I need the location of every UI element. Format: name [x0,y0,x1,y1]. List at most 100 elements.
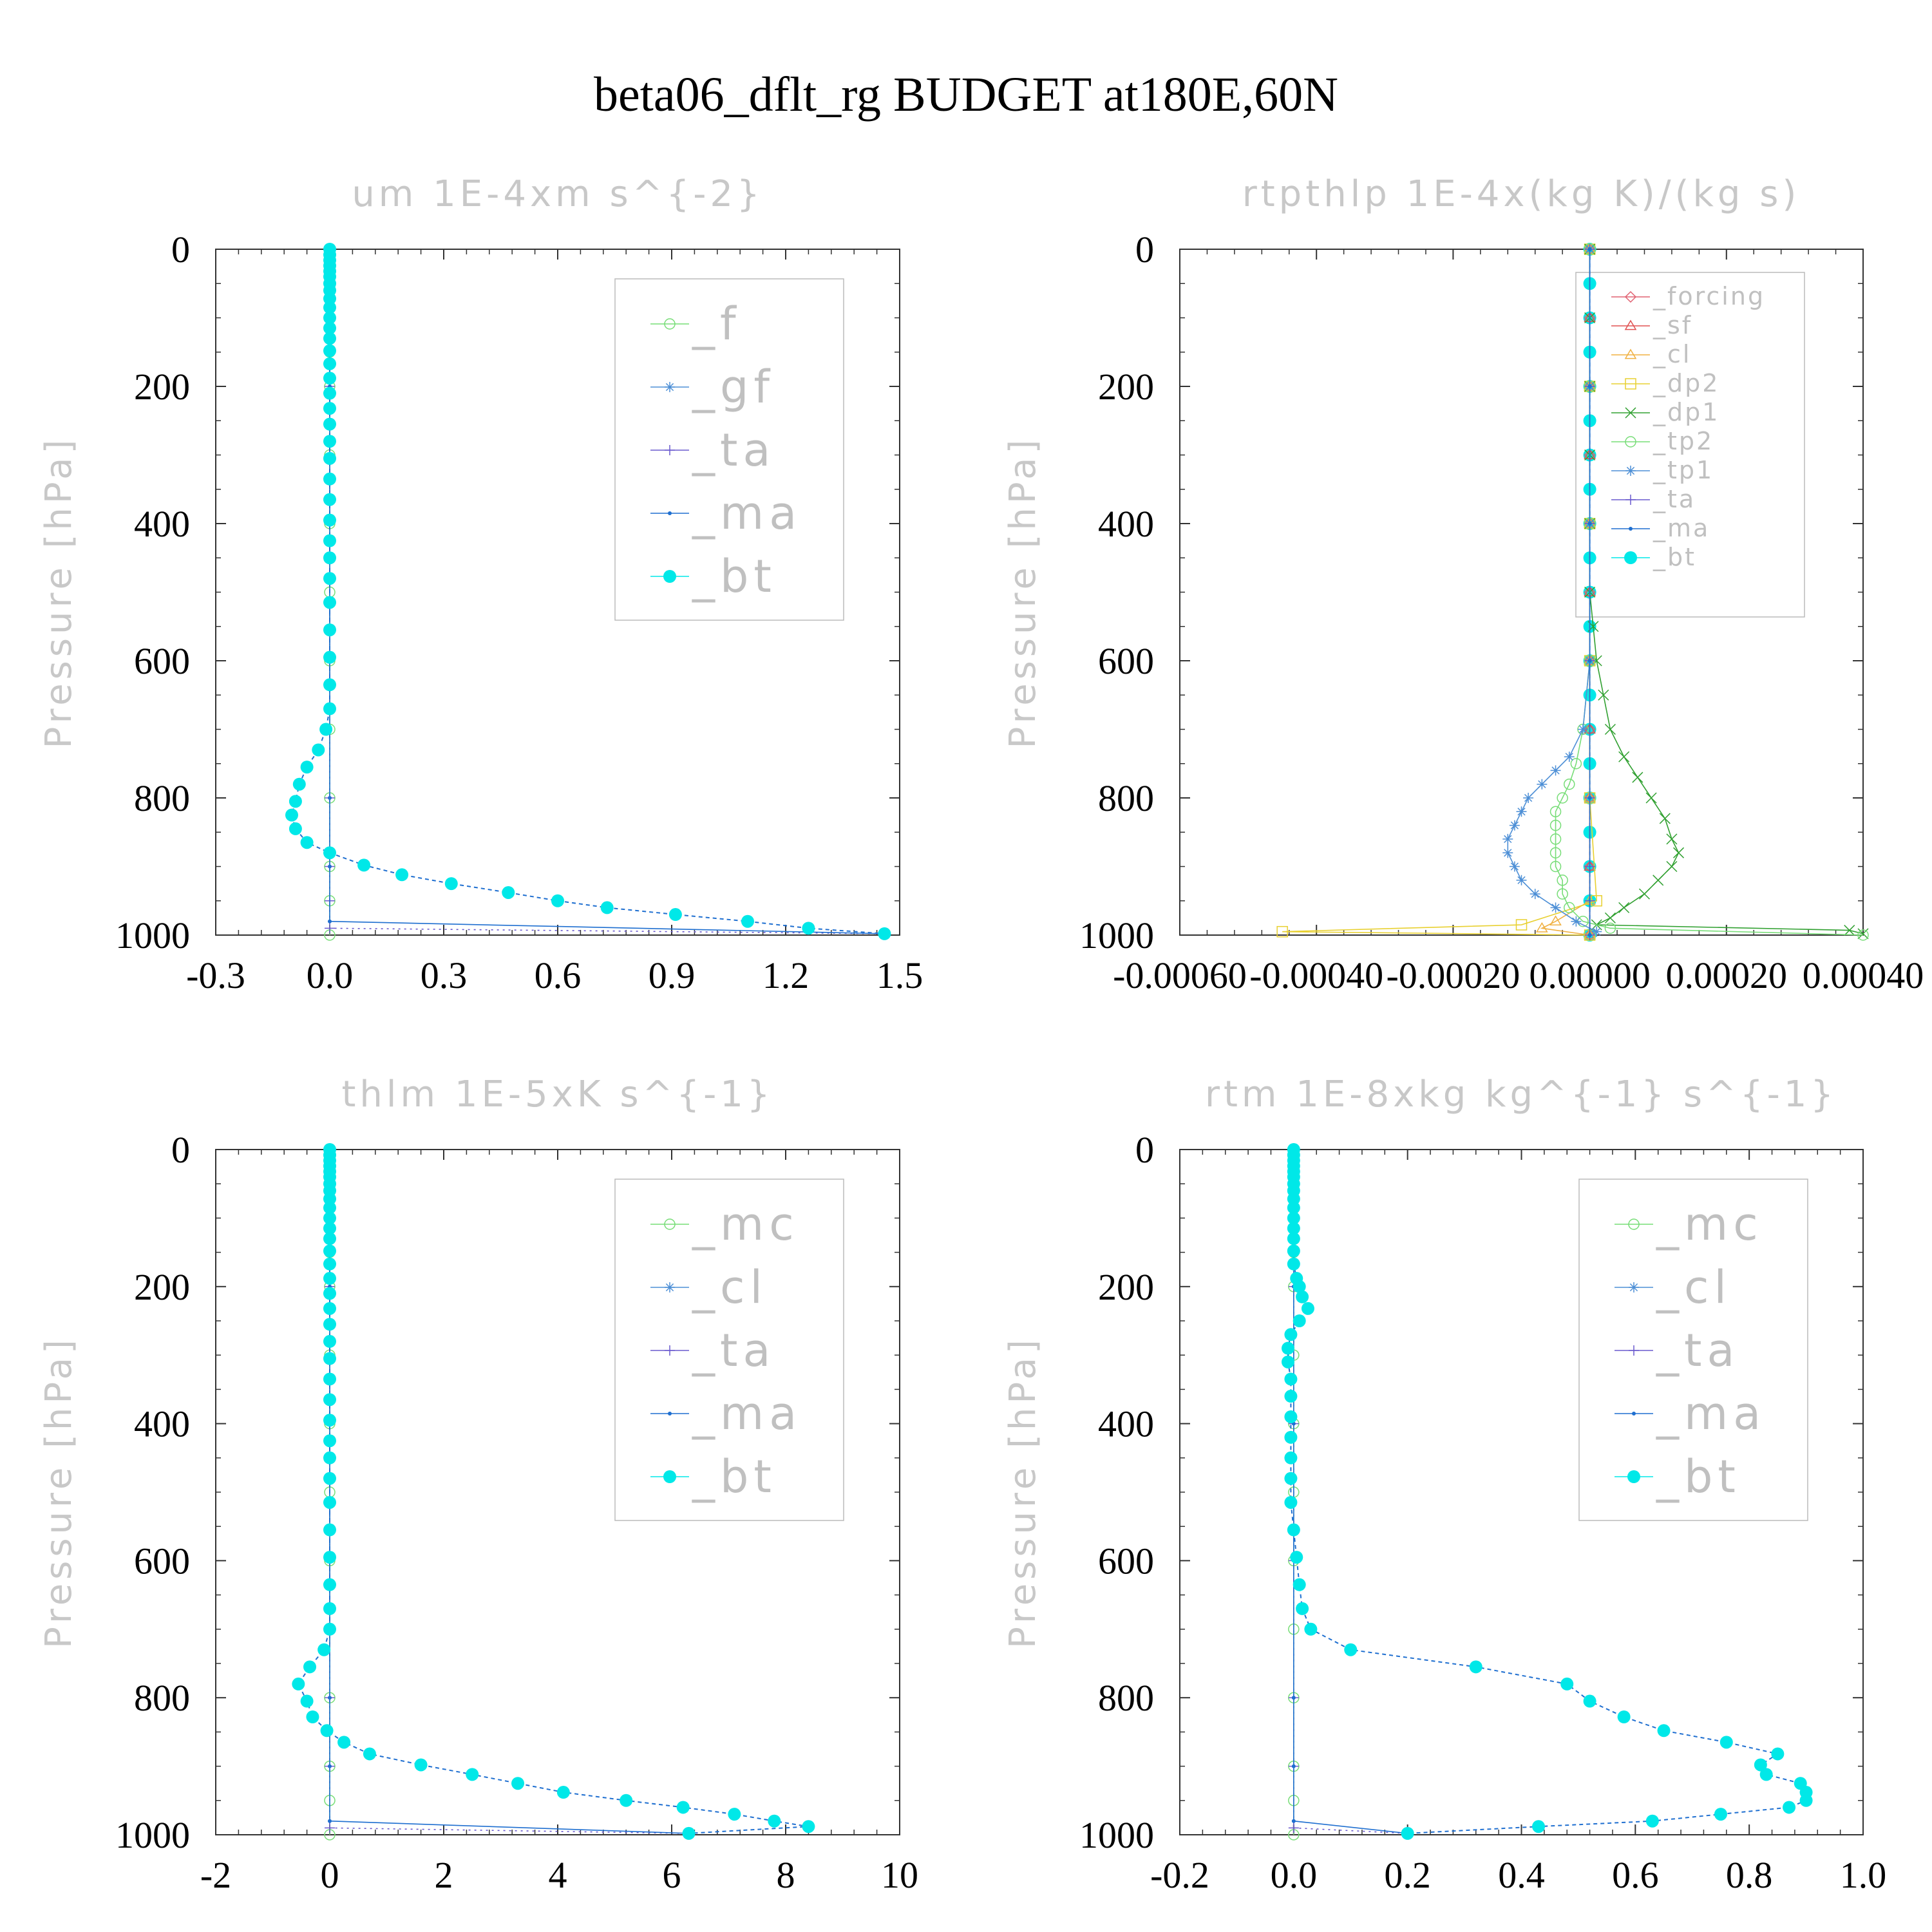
legend-entry_ma: _ma [1615,1387,1761,1440]
data-point_tp2 [1549,847,1562,858]
y-tick-label: 400 [1098,1403,1154,1445]
data-point_bt [1719,1736,1733,1749]
data-point_bt [323,292,336,305]
data-point_bt [1287,1257,1300,1271]
data-point_ma [1587,659,1592,663]
data-point_bt [502,886,515,899]
data-point_bt [1560,1677,1574,1690]
panel-title: rtpthlp 1E-4x(kg K)/(kg s) [1242,173,1801,215]
legend-marker_dp2 [1625,378,1636,390]
data-point_bt [292,1677,305,1690]
series-line_ma [329,1150,689,1834]
x-tick-label: 0.9 [649,954,696,996]
data-point_tp1 [1530,889,1540,900]
panel-3: thlm 1E-5xK s^{-1} Pressure [hPa] -2 0 2 4 6 8 1… [38,1074,918,1896]
y-tick-label: 0 [171,229,190,270]
data-point_bt [556,1786,570,1799]
y-axis-label: Pressure [hPa] [1002,436,1044,749]
data-point_dp1 [1604,912,1616,923]
data-point_bt [323,435,336,448]
plot-frame [215,249,900,936]
data-point_bt [551,894,564,907]
legend-label: _cl [1656,1261,1732,1314]
legend-entry_tp1: _tp1 [1611,456,1712,484]
legend: _mc _cl _ta _ma _bt [1578,1179,1808,1521]
series_bt [285,243,891,940]
data-point_bt [323,1192,336,1206]
legend-label: _cl [1653,340,1691,368]
data-point_bt [620,1794,633,1807]
data-point_bt [1287,1232,1300,1245]
data-point_bt [1301,1302,1314,1315]
panel-title: um 1E-4xm s^{-2} [352,173,763,215]
series_ma [1291,1148,1410,1835]
data-point_ta [325,1823,335,1833]
x-tick-label: 10 [881,1854,918,1896]
x-tick-label: 1.2 [762,954,810,996]
legend-label: _f [692,298,741,350]
data-point_ma [1587,933,1592,937]
legend-marker_ma [1629,527,1633,531]
x-tick-label: 0.0 [307,954,354,996]
data-point_ma [328,796,332,800]
data-point_tp1 [1523,793,1534,803]
data-point_dp1 [1632,772,1643,783]
x-tick-label: 0.4 [1498,1854,1545,1896]
series_ta [1288,1144,1413,1839]
data-point_dp1 [1666,860,1678,873]
series-line_ma [1293,1150,1408,1834]
data-point_tp1 [1577,724,1588,735]
data-point_bt [768,1814,781,1828]
legend-entry_bt: _bt [650,1450,772,1503]
panel-title: thlm 1E-5xK s^{-1} [341,1074,773,1115]
data-point_bt [323,1211,336,1225]
plot-frame [215,1149,900,1835]
data-point_ma [328,864,332,869]
y-tick-label: 0 [171,1129,190,1171]
data-point_bt [323,551,336,565]
data-point_bt [1287,1201,1300,1215]
data-point_bt [802,922,815,935]
data-point_bt [323,623,336,637]
data-point_ma [1587,522,1592,526]
legend-entry_dp1: _dp1 [1611,398,1718,426]
data-point_bt [306,1710,319,1723]
legend-marker_forcing [1624,290,1637,303]
panel-4: rtm 1E-8xkg kg^{-1} s^{-1} Pressure [hPa]… [1002,1074,1886,1896]
legend-label: _sf [1653,311,1692,339]
data-point_tp1 [1571,916,1582,927]
y-tick-label: 1000 [1079,1814,1154,1856]
data-point_bt [1293,1578,1306,1591]
legend-marker_ma [1632,1412,1636,1416]
data-point_bt [1401,1826,1414,1840]
legend-entry_ta: _ta [1611,485,1694,513]
legend-label: _gf [692,361,775,413]
legend-label: _ma [692,1387,802,1440]
x-tick-label: -0.2 [1150,1854,1209,1896]
data-point_tp2 [1604,922,1616,934]
data-point_tp2 [1549,833,1562,845]
y-tick-label: 600 [134,1540,190,1582]
panels-container: um 1E-4xm s^{-2} Pressure [hPa] -0.3 0.0 0.3… [38,173,1924,1896]
legend-entry_cl: _cl [650,1261,762,1314]
legend-marker_dp1 [1625,407,1636,419]
data-point_bt [323,1222,336,1235]
data-point_bt [323,1451,336,1464]
data-point_bt [1304,1622,1318,1636]
data-point_dp2 [1276,925,1288,938]
data-point_dp1 [1857,928,1869,940]
legend-entry_bt: _bt [1611,543,1694,571]
data-point_ta [1288,1823,1299,1833]
data-point_bt [323,534,336,547]
data-point_bt [1287,1211,1300,1225]
data-point_bt [1759,1768,1773,1781]
data-point_bt [323,513,336,527]
y-tick-label: 400 [134,503,190,545]
legend-entry_ta: _ta [650,1324,770,1377]
data-point_bt [323,402,336,415]
x-tick-label: 0.00000 [1529,954,1651,996]
data-point_bt [323,1523,336,1537]
data-point_bt [1469,1660,1482,1674]
data-point_bt [323,1622,336,1636]
data-point_tp2 [1557,792,1568,804]
